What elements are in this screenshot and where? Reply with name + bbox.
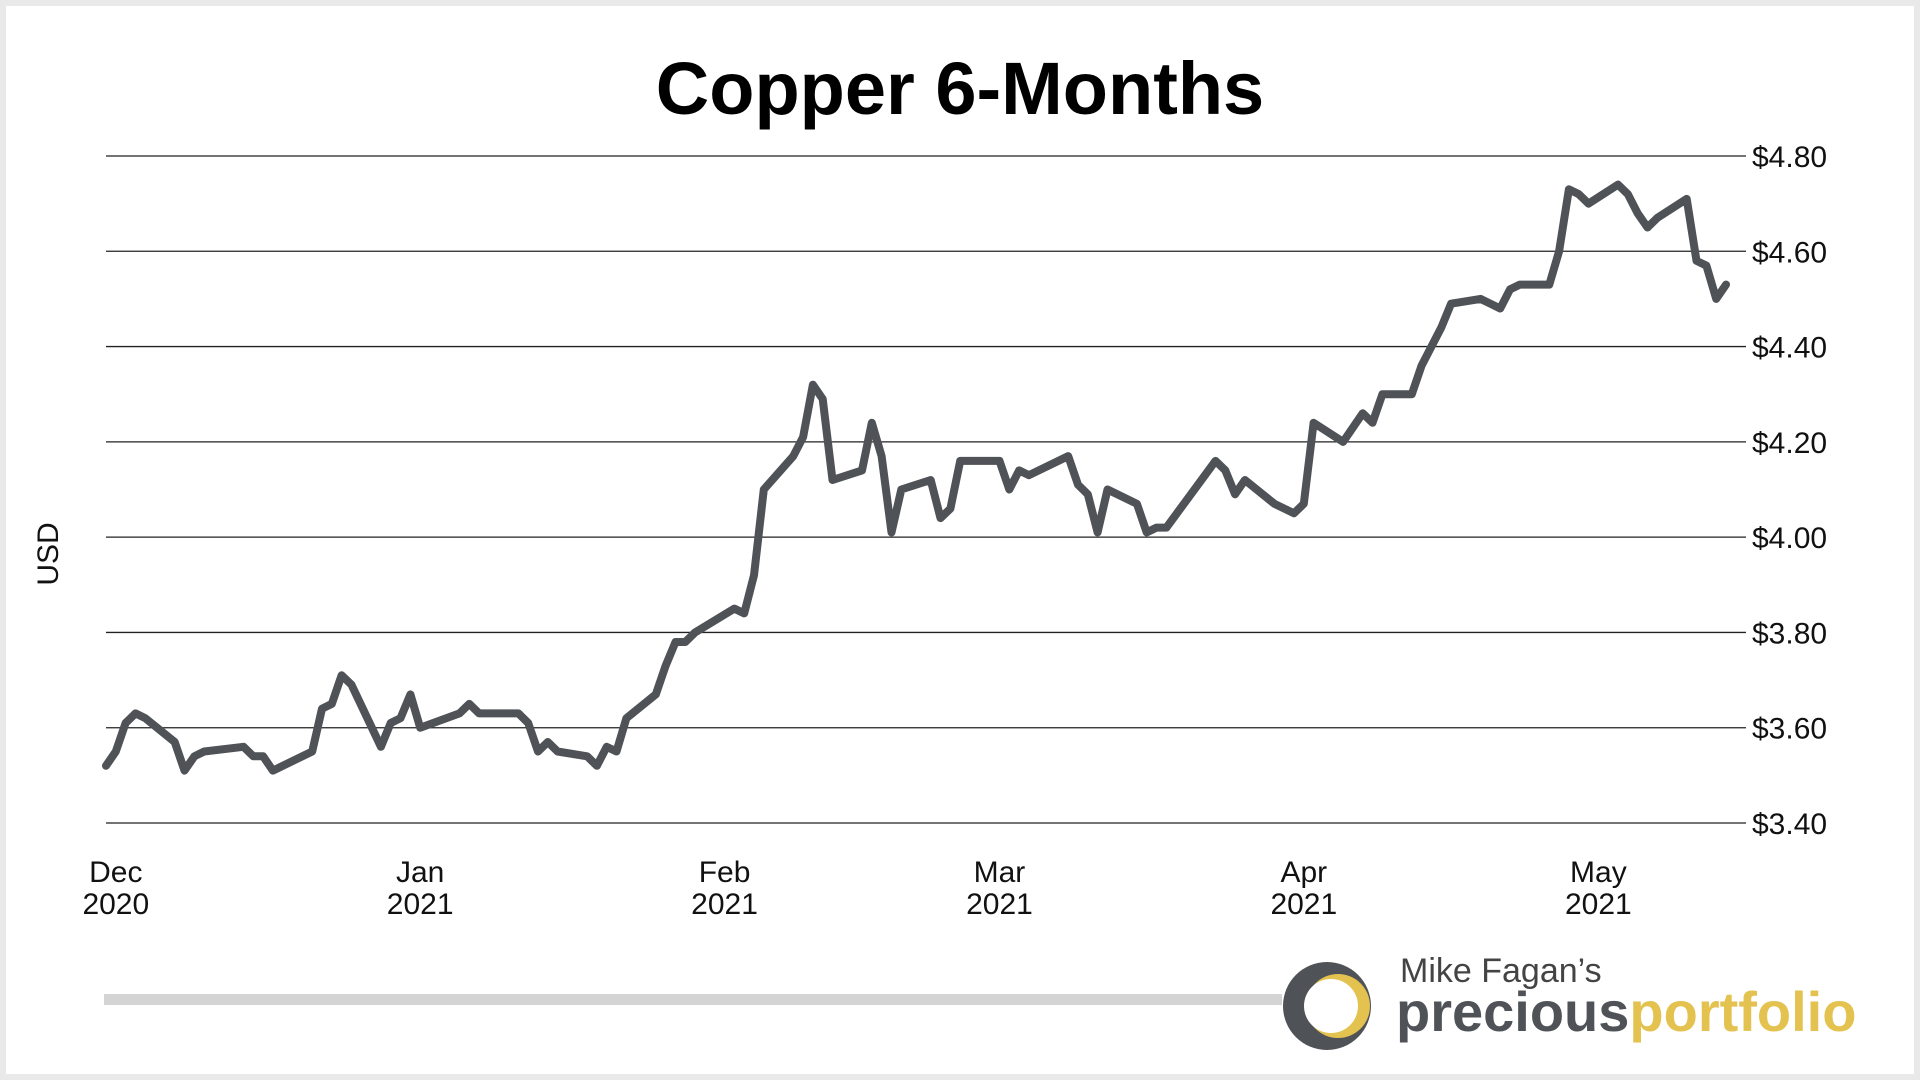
y-tick-label: $4.60 bbox=[1752, 236, 1827, 269]
footer-bar bbox=[104, 994, 1282, 1005]
y-tick-label: $4.20 bbox=[1752, 427, 1827, 460]
brand-word-precious: precious bbox=[1396, 980, 1629, 1043]
y-tick-label: $4.40 bbox=[1752, 332, 1827, 365]
x-tick-label: Apr 2021 bbox=[1270, 856, 1337, 921]
x-tick-label: Feb 2021 bbox=[691, 856, 758, 921]
y-tick-label: $4.80 bbox=[1752, 141, 1827, 174]
line-chart: Copper 6-Months $3.40 $3.60 $3.80 $4.00 $4.2… bbox=[32, 47, 1856, 1050]
chart-frame: Copper 6-Months $3.40 $3.60 $3.80 $4.00 $4.2… bbox=[6, 6, 1914, 1074]
brand-word-portfolio: portfolio bbox=[1629, 980, 1856, 1043]
y-tick-label: $3.80 bbox=[1752, 617, 1827, 650]
x-tick-label: Jan 2021 bbox=[387, 856, 454, 921]
y-tick-labels: $3.40 $3.60 $3.80 $4.00 $4.20 $4.40 $4.60 $4.80 bbox=[1752, 141, 1827, 841]
x-tick-labels: Dec 2020 Jan 2021 Feb 2021 Mar 2021 Apr 2021 May 20… bbox=[82, 856, 1631, 921]
y-tick-label: $3.40 bbox=[1752, 808, 1827, 841]
logo-inner-circle bbox=[1304, 979, 1358, 1033]
y-tick-label: $3.60 bbox=[1752, 713, 1827, 746]
brand-logo bbox=[1283, 962, 1371, 1050]
x-tick-label: Dec 2020 bbox=[82, 856, 149, 921]
x-tick-label: May 2021 bbox=[1565, 856, 1632, 921]
brand-name: preciousportfolio bbox=[1396, 980, 1856, 1043]
grid-lines bbox=[106, 155, 1746, 824]
brand-author: Mike Fagan’s bbox=[1400, 952, 1602, 990]
y-tick-label: $4.00 bbox=[1752, 522, 1827, 555]
chart-title: Copper 6-Months bbox=[656, 47, 1264, 130]
x-tick-label: Mar 2021 bbox=[966, 856, 1033, 921]
y-axis-label: USD bbox=[32, 522, 65, 585]
price-series-line bbox=[102, 180, 1730, 775]
